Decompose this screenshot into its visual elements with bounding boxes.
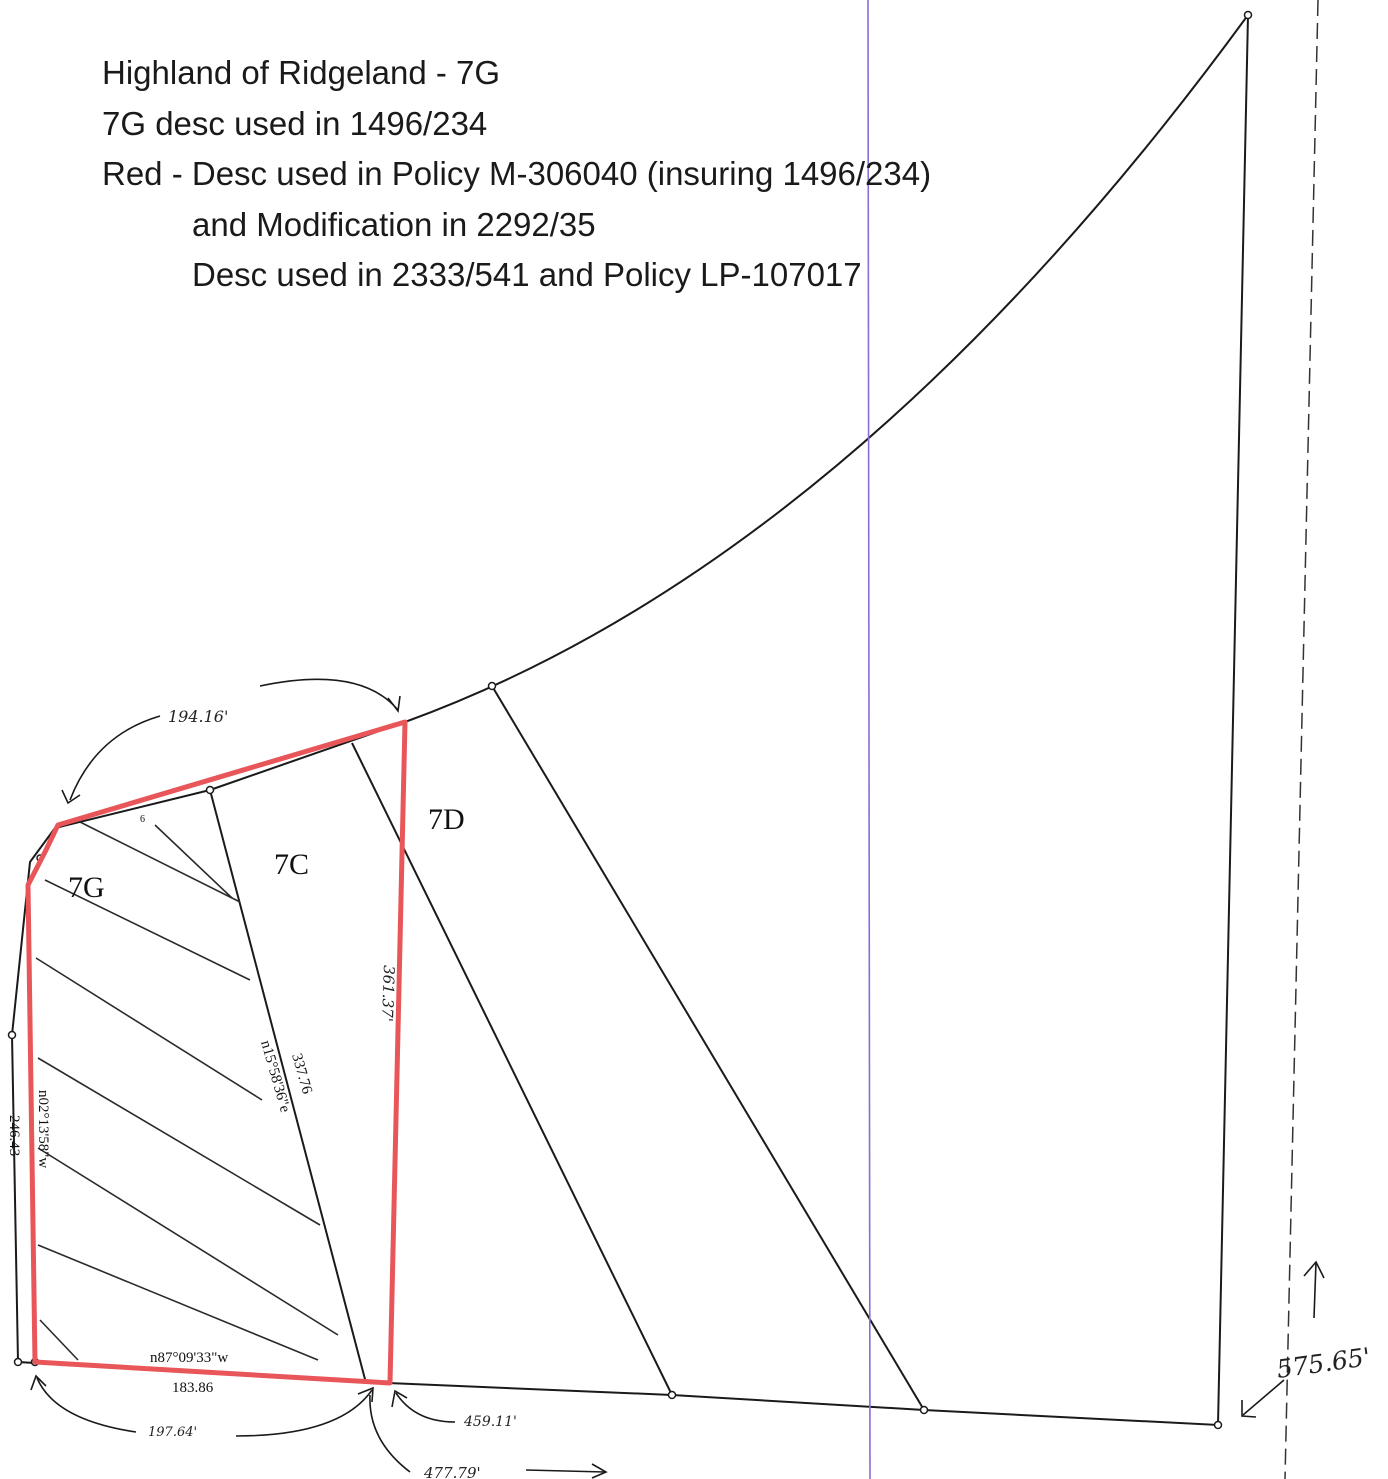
west-distance-label: 246.43 <box>6 1115 22 1156</box>
handwritten-top-arc: 194.16' <box>168 707 228 726</box>
title-line: Highland of Ridgeland - 7G <box>102 54 501 91</box>
handwritten-bottom-left: 197.64' <box>148 1425 197 1440</box>
modification-line: and Modification in 2292/35 <box>192 205 596 243</box>
lot-7g-hatching <box>35 821 339 1361</box>
center-bearing-label: n15°58'36"e <box>257 1039 293 1115</box>
small-mark-label: 6 <box>140 814 145 825</box>
red-policy-boundary <box>25 719 408 1386</box>
header-legend: Highland of Ridgeland - 7G 7G desc used … <box>102 48 931 301</box>
dashed-right-edge <box>1284 0 1319 1479</box>
lot-label-7c: 7C <box>274 848 309 881</box>
lot-label-7g: 7G <box>68 871 105 904</box>
handwritten-bottom-right: 459.11' <box>463 1414 517 1430</box>
purple-guide-line <box>867 0 871 1479</box>
south-bearing-label: n87°09'33"w <box>150 1350 228 1366</box>
lot-label-7d: 7D <box>428 803 465 836</box>
red-desc-line: Red - Desc used in Policy M-306040 (insu… <box>102 155 932 192</box>
west-bearing-label: n02°13'58"w <box>35 1090 51 1168</box>
lot-line-7c-west <box>209 789 367 1384</box>
corner-markers <box>7 10 1253 1430</box>
center-distance-label: 337.76 <box>288 1052 315 1097</box>
handwritten-bottom-far: 477.79' <box>423 1464 481 1479</box>
policy-line: Desc used in 2333/541 and Policy LP-1070… <box>192 256 862 293</box>
handwritten-arrows <box>30 678 1325 1479</box>
handwritten-east-side: 361.37' <box>378 965 398 1022</box>
lot-line-7d-divider <box>351 742 673 1396</box>
handwritten-far-right: 575.65' <box>1275 1342 1372 1384</box>
desc-line: 7G desc used in 1496/234 <box>102 104 488 142</box>
lot-line-east-divider <box>491 685 925 1411</box>
south-distance-label: 183.86 <box>172 1380 214 1396</box>
outer-boundary <box>10 11 1250 1427</box>
